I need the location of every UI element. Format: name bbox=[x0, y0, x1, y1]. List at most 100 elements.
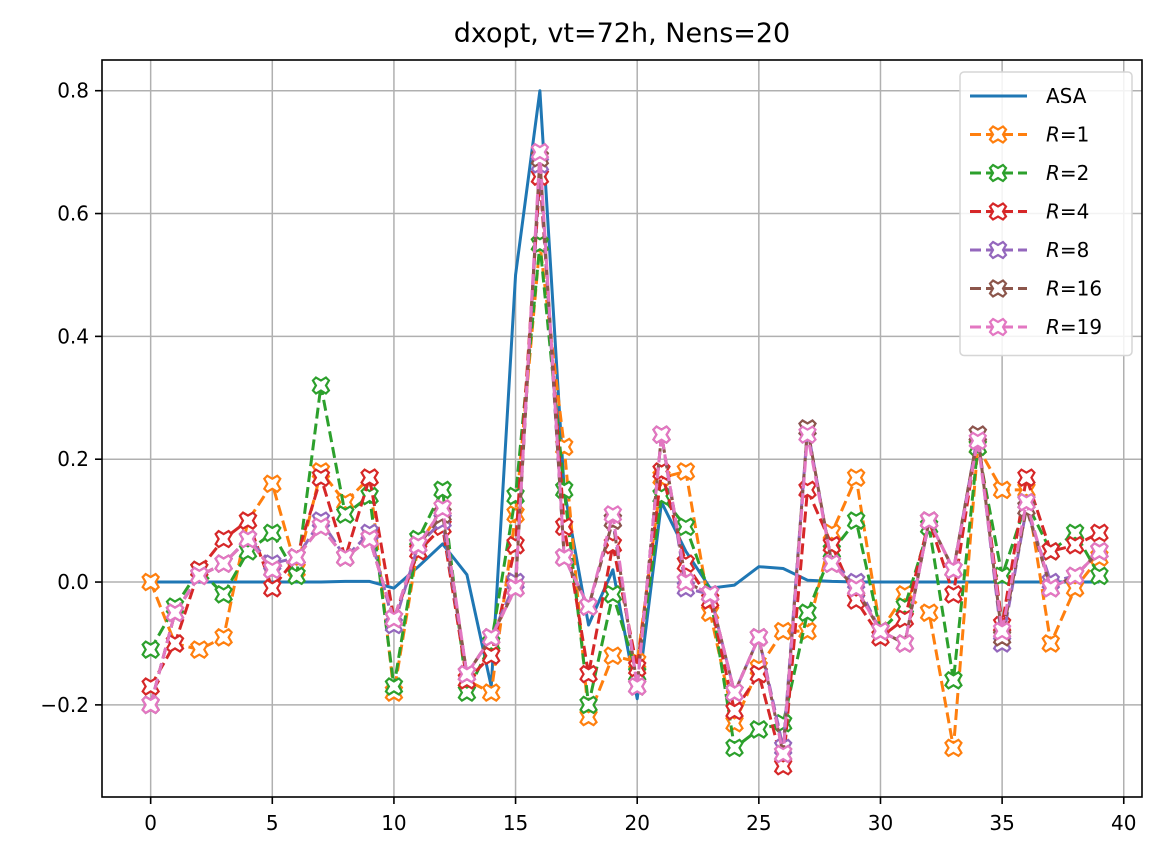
data-point bbox=[189, 640, 209, 659]
series-line bbox=[150, 89, 1100, 701]
data-point bbox=[287, 548, 307, 567]
data-point bbox=[749, 720, 769, 739]
data-point bbox=[700, 584, 720, 604]
legend-label-rest: =19 bbox=[1060, 315, 1102, 339]
legend-label: R=1 bbox=[1046, 123, 1089, 147]
legend-item: ASA bbox=[970, 84, 1087, 108]
x-tick-label: 20 bbox=[624, 811, 649, 835]
data-point bbox=[676, 462, 696, 481]
data-point bbox=[360, 529, 379, 549]
data-point bbox=[457, 664, 477, 684]
data-point bbox=[579, 695, 598, 715]
legend-label: R=19 bbox=[1046, 315, 1102, 339]
data-point bbox=[871, 621, 890, 641]
data-point bbox=[141, 695, 161, 715]
data-point bbox=[141, 572, 161, 592]
x-tick-label: 25 bbox=[746, 811, 771, 835]
data-point bbox=[481, 646, 501, 666]
data-point bbox=[773, 621, 793, 641]
x-tick-label: 0 bbox=[144, 811, 157, 835]
data-point bbox=[652, 425, 671, 445]
data-point bbox=[1090, 566, 1109, 586]
data-point bbox=[1041, 541, 1061, 561]
data-point bbox=[360, 468, 379, 488]
legend-label: ASA bbox=[1046, 84, 1087, 108]
legend-marker bbox=[988, 202, 1008, 221]
chart-title: dxopt, vt=72h, Nens=20 bbox=[454, 18, 791, 49]
data-point bbox=[214, 584, 234, 604]
x-tick-label: 30 bbox=[868, 811, 893, 835]
legend-label: R=2 bbox=[1046, 161, 1089, 185]
data-point bbox=[579, 664, 598, 684]
data-point bbox=[189, 566, 209, 586]
data-point bbox=[944, 584, 963, 604]
data-point bbox=[287, 566, 307, 586]
data-point bbox=[992, 621, 1012, 641]
data-point bbox=[749, 627, 769, 647]
legend-item: R=19 bbox=[970, 315, 1102, 339]
y-tick-label: 0.2 bbox=[57, 447, 89, 471]
data-point bbox=[262, 578, 282, 598]
legend-label-rest: =1 bbox=[1060, 123, 1089, 147]
data-point bbox=[481, 627, 501, 647]
legend-label: R=4 bbox=[1046, 200, 1089, 224]
data-point bbox=[1017, 492, 1036, 512]
legend-label-italic: R bbox=[1046, 123, 1060, 147]
data-point bbox=[1090, 523, 1109, 543]
data-point bbox=[262, 523, 282, 543]
x-tick-label: 5 bbox=[266, 811, 279, 835]
data-point bbox=[214, 554, 234, 574]
data-point bbox=[579, 597, 598, 616]
legend-marker bbox=[988, 279, 1008, 298]
data-point bbox=[506, 578, 525, 598]
data-point bbox=[627, 677, 647, 696]
x-tick-label: 15 bbox=[503, 811, 528, 835]
y-tick-label: 0.8 bbox=[57, 79, 89, 103]
legend-marker bbox=[988, 125, 1008, 144]
data-point bbox=[262, 474, 282, 494]
data-point bbox=[944, 560, 963, 580]
y-tick-label: 0.6 bbox=[57, 202, 89, 226]
data-point bbox=[1065, 566, 1085, 586]
data-point bbox=[603, 584, 623, 604]
data-point bbox=[676, 572, 696, 592]
x-tick-label: 10 bbox=[381, 811, 406, 835]
legend-label-rest: =8 bbox=[1060, 238, 1089, 262]
data-point bbox=[238, 511, 258, 531]
data-point bbox=[481, 683, 501, 702]
data-point bbox=[335, 505, 355, 524]
data-point bbox=[262, 560, 282, 580]
legend-label-rest: =2 bbox=[1060, 161, 1089, 185]
data-point bbox=[992, 480, 1012, 500]
data-point bbox=[530, 142, 550, 162]
legend-label-italic: R bbox=[1046, 315, 1060, 339]
legend-marker bbox=[988, 163, 1008, 183]
data-point bbox=[214, 627, 234, 647]
legend-marker bbox=[988, 240, 1008, 260]
data-point bbox=[384, 609, 404, 629]
series-line bbox=[149, 150, 1101, 756]
data-point bbox=[895, 634, 915, 653]
data-point bbox=[214, 529, 234, 549]
data-point bbox=[919, 603, 939, 623]
legend-item: R=8 bbox=[970, 238, 1089, 262]
data-point bbox=[798, 603, 817, 623]
data-point bbox=[822, 554, 842, 574]
legend-item: R=2 bbox=[970, 161, 1089, 185]
data-point bbox=[408, 535, 428, 555]
data-point bbox=[919, 511, 939, 531]
axes: 0 5 10 15 20 25 30 35 40 −0.2 0.0 0.2 0.4 0.6 0.8 bbox=[40, 59, 1143, 835]
data-point bbox=[944, 738, 963, 758]
data-point bbox=[1041, 634, 1061, 653]
data-point bbox=[603, 646, 623, 666]
data-point bbox=[676, 517, 696, 537]
data-point bbox=[725, 738, 744, 758]
y-tick-label: −0.2 bbox=[40, 693, 89, 717]
data-point bbox=[165, 603, 185, 623]
data-point bbox=[554, 517, 574, 537]
data-point bbox=[1065, 535, 1085, 555]
legend-label-italic: R bbox=[1046, 200, 1060, 224]
